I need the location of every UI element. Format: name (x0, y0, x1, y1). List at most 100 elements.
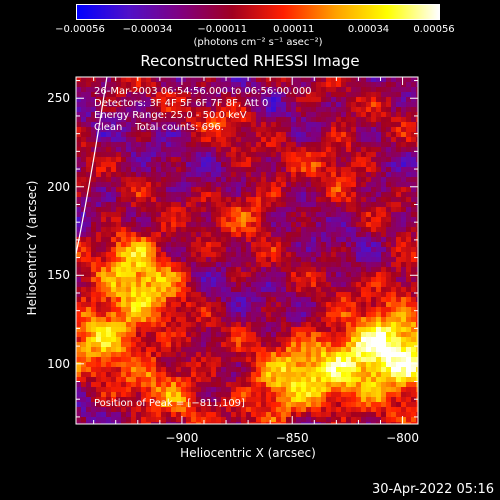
heatmap-cell (316, 317, 322, 323)
heatmap-cell (146, 182, 152, 188)
heatmap-cell (201, 242, 207, 248)
heatmap-cell (211, 397, 217, 403)
heatmap-cell (346, 112, 352, 118)
heatmap-cell (386, 367, 392, 373)
heatmap-cell (266, 307, 272, 313)
heatmap-cell (251, 422, 257, 424)
heatmap-cell (296, 217, 302, 223)
heatmap-cell (296, 367, 302, 373)
heatmap-cell (301, 167, 307, 173)
heatmap-cell (271, 422, 277, 424)
heatmap-cell (351, 182, 357, 188)
heatmap-cell (261, 402, 267, 408)
heatmap-cell (136, 397, 142, 403)
heatmap-cell (366, 197, 372, 203)
heatmap-cell (376, 97, 382, 103)
heatmap-cell (191, 407, 197, 413)
heatmap-cell (301, 407, 307, 413)
heatmap-cell (191, 227, 197, 233)
heatmap-cell (391, 97, 397, 103)
heatmap-cell (331, 277, 337, 283)
heatmap-cell (406, 302, 412, 308)
heatmap-cell (416, 312, 418, 318)
heatmap-cell (91, 397, 97, 403)
heatmap-cell (96, 337, 102, 343)
heatmap-cell (306, 137, 312, 143)
heatmap-cell (296, 177, 302, 183)
heatmap-cell (216, 252, 222, 258)
heatmap-cell (76, 162, 82, 168)
heatmap-cell (131, 372, 137, 378)
heatmap-cell (291, 357, 297, 363)
heatmap-cell (146, 292, 152, 298)
heatmap-cell (246, 127, 252, 133)
heatmap-cell (101, 267, 107, 273)
heatmap-cell (101, 227, 107, 233)
heatmap-cell (341, 127, 347, 133)
colorbar-tick-label: −0.00056 (55, 24, 105, 35)
heatmap-cell (241, 112, 247, 118)
heatmap-cell (116, 222, 122, 228)
heatmap-cell (326, 192, 332, 198)
heatmap-cell (316, 112, 322, 118)
heatmap-cell (271, 317, 277, 323)
heatmap-cell (251, 357, 257, 363)
heatmap-cell (231, 117, 237, 123)
heatmap-cell (226, 322, 232, 328)
heatmap-cell (221, 92, 227, 98)
heatmap-cell (291, 352, 297, 358)
heatmap-cell (116, 77, 122, 83)
heatmap-cell (386, 312, 392, 318)
heatmap-cell (391, 127, 397, 133)
heatmap-cell (156, 147, 162, 153)
heatmap-cell (236, 367, 242, 373)
heatmap-cell (291, 407, 297, 413)
heatmap-cell (196, 347, 202, 353)
heatmap-cell (236, 217, 242, 223)
heatmap-cell (211, 277, 217, 283)
heatmap-cell (116, 137, 122, 143)
heatmap-cell (381, 127, 387, 133)
heatmap-cell (126, 257, 132, 263)
heatmap-cell (176, 327, 182, 333)
heatmap-cell (261, 242, 267, 248)
heatmap-cell (116, 212, 122, 218)
heatmap-cell (286, 312, 292, 318)
heatmap-cell (251, 87, 257, 93)
heatmap-cell (331, 342, 337, 348)
heatmap-cell (191, 402, 197, 408)
heatmap-cell (191, 162, 197, 168)
heatmap-cell (346, 232, 352, 238)
heatmap-cell (271, 232, 277, 238)
heatmap-cell (401, 77, 407, 83)
heatmap-cell (316, 347, 322, 353)
heatmap-cell (211, 382, 217, 388)
heatmap-cell (406, 242, 412, 248)
heatmap-cell (176, 242, 182, 248)
heatmap-cell (391, 172, 397, 178)
heatmap-cell (146, 162, 152, 168)
heatmap-cell (291, 422, 297, 424)
heatmap-cell (381, 292, 387, 298)
heatmap-cell (361, 142, 367, 148)
heatmap-cell (181, 102, 187, 108)
heatmap-cell (331, 82, 337, 88)
heatmap-cell (196, 362, 202, 368)
heatmap-cell (341, 347, 347, 353)
heatmap-cell (321, 387, 327, 393)
heatmap-cell (256, 227, 262, 233)
heatmap-cell (376, 257, 382, 263)
heatmap-cell (411, 257, 417, 263)
heatmap-cell (401, 137, 407, 143)
heatmap-cell (246, 282, 252, 288)
heatmap-cell (396, 97, 402, 103)
heatmap-cell (306, 167, 312, 173)
heatmap-cell (341, 352, 347, 358)
heatmap-cell (171, 267, 177, 273)
heatmap-cell (346, 212, 352, 218)
heatmap-cell (101, 287, 107, 293)
heatmap-cell (76, 127, 82, 133)
heatmap-cell (191, 222, 197, 228)
heatmap-cell (311, 267, 317, 273)
heatmap-cell (106, 417, 112, 423)
